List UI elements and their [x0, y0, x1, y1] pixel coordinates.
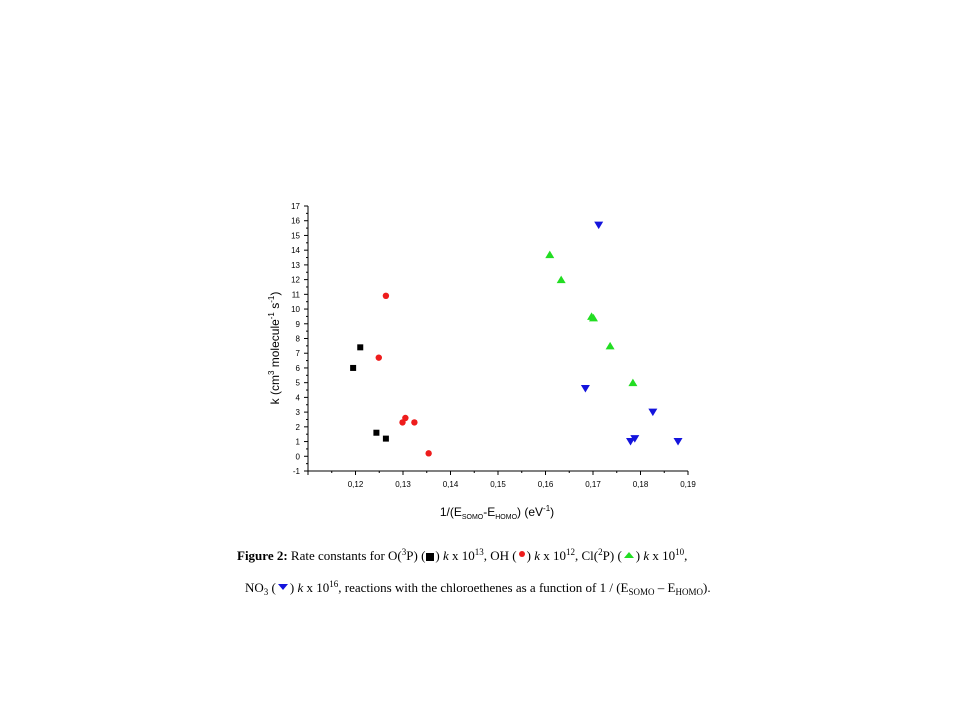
- x-tick-label: 0,15: [490, 480, 506, 489]
- black-square-icon: [426, 553, 435, 562]
- y-axis-title-part: ): [268, 292, 282, 296]
- y-axis-title: k (cm3 molecule-1 s-1): [267, 292, 282, 405]
- triangle-up-point: [628, 378, 638, 387]
- circle-point: [411, 419, 418, 426]
- y-tick-label: 6: [296, 364, 301, 373]
- y-tick-label: 13: [291, 261, 300, 270]
- square-point: [350, 364, 357, 371]
- y-axis-title-part: k (cm: [268, 375, 282, 404]
- x-tick-label: 0,16: [538, 480, 554, 489]
- triangle-down-point: [630, 435, 640, 443]
- y-tick-label: 1: [296, 438, 301, 447]
- circle-point: [425, 450, 432, 457]
- y-tick-label: 9: [296, 320, 301, 329]
- x-tick-label: 0,19: [680, 480, 696, 489]
- triangle-up-point: [605, 341, 615, 350]
- axes: [307, 206, 688, 472]
- y-axis-title-part: 3: [267, 370, 276, 375]
- y-tick-label: 15: [291, 231, 300, 240]
- y-tick-label: 8: [296, 335, 301, 344]
- y-tick-label: 17: [291, 202, 300, 211]
- y-tick-label: 7: [296, 349, 301, 358]
- x-axis-title-part: -1: [543, 504, 551, 513]
- triangle-down-point: [580, 385, 590, 393]
- square-point: [357, 344, 364, 351]
- x-tick-label: 0,13: [395, 480, 411, 489]
- y-axis-title-part: -1: [267, 312, 276, 320]
- x-tick-label: 0,18: [633, 480, 649, 489]
- y-tick-label: 2: [296, 423, 301, 432]
- triangle-up-point: [545, 250, 555, 259]
- x-tick-label: 0,14: [443, 480, 459, 489]
- y-axis-title-part: -1: [267, 295, 276, 303]
- triangle-down-point: [673, 438, 683, 446]
- red-circle-icon: [518, 551, 525, 558]
- y-tick-label: 11: [292, 290, 301, 299]
- green-triangle-up-icon: [623, 552, 634, 559]
- triangle-down-point: [626, 438, 636, 446]
- caption-line-2: NO3 () k x 1016, reactions with the chlo…: [245, 579, 711, 597]
- y-axis-title-part: molecule: [268, 319, 282, 371]
- blue-triangle-down-icon: [277, 584, 288, 591]
- y-tick-label: 16: [291, 217, 300, 226]
- x-axis-title-part: 1/(E: [440, 505, 462, 519]
- square-point: [373, 429, 380, 436]
- data-points: [350, 221, 683, 457]
- triangle-up-point: [588, 313, 598, 322]
- circle-point: [382, 292, 390, 300]
- y-tick-label: 14: [291, 246, 300, 255]
- x-axis-title: 1/(ESOMO-EHOMO) (eV-1): [440, 504, 554, 521]
- y-tick-label: 3: [296, 408, 301, 417]
- y-axis-title-part: s: [268, 303, 282, 312]
- x-axis-title-part: ) (eV: [517, 505, 543, 519]
- triangle-down-point: [648, 408, 658, 417]
- y-tick-label: 10: [291, 305, 300, 314]
- x-axis-title-part: HOMO: [495, 514, 517, 521]
- y-tick-label: 12: [291, 276, 300, 285]
- x-axis-title-part: ): [550, 505, 554, 519]
- circle-point: [399, 419, 406, 426]
- x-tick-label: 0,17: [585, 480, 601, 489]
- caption-line-1: Figure 2: Rate constants for O(3P) () k …: [237, 547, 688, 564]
- y-tick-label: 0: [296, 452, 301, 461]
- y-tick-label: -1: [293, 467, 301, 476]
- x-axis-title-part: -E: [483, 505, 495, 519]
- y-tick-label: 4: [296, 393, 301, 402]
- x-tick-label: 0,12: [348, 480, 364, 489]
- triangle-down-point: [594, 221, 604, 230]
- x-axis-title-part: SOMO: [462, 514, 484, 521]
- triangle-up-point: [556, 275, 566, 284]
- square-point: [382, 435, 389, 442]
- y-tick-label: 5: [296, 379, 301, 388]
- caption-label: Figure 2:: [237, 548, 288, 563]
- circle-point: [375, 354, 382, 361]
